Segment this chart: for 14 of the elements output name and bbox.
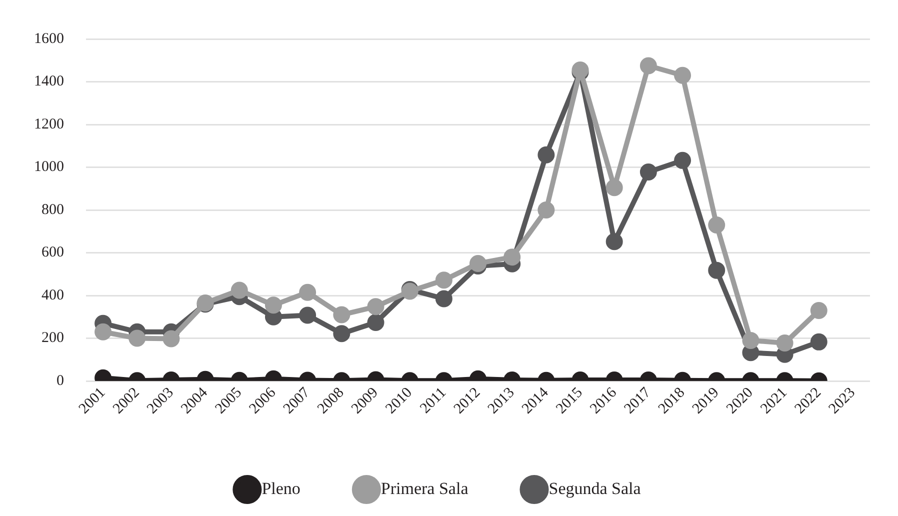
y-tick-label: 1400 [34, 74, 64, 90]
y-tick-label: 200 [42, 330, 64, 346]
legend-label: Primera Sala [380, 478, 469, 498]
y-tick-label: 1200 [34, 116, 64, 132]
y-tick-label: 800 [42, 202, 64, 218]
y-tick-label: 1600 [34, 30, 64, 47]
x-tick-label: 2011 [417, 384, 450, 417]
y-tick-label: 0 [56, 372, 64, 389]
legend-label: Segunda Sala [548, 478, 642, 498]
x-tick-label: 2021 [758, 384, 790, 418]
y-tick-label: 1000 [34, 159, 64, 176]
y-tick-label: 600 [42, 244, 64, 261]
y-tick-label: 400 [42, 287, 64, 304]
legend-label: Pleno [262, 478, 300, 498]
